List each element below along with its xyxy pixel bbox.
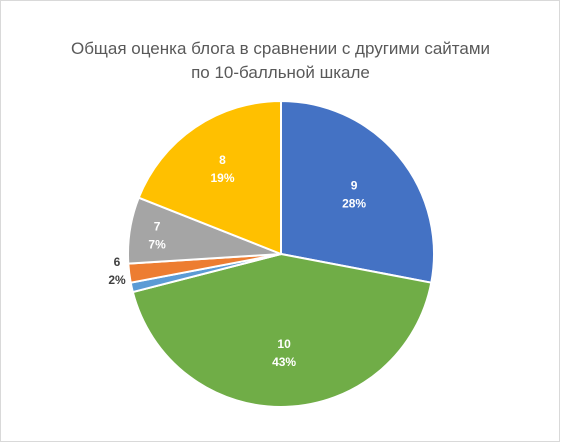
slice-percent-label: 19% (210, 171, 234, 185)
slice-category-label: 7 (154, 219, 161, 233)
pie-slice-8 (137, 100, 282, 255)
chart-title-line-1: Общая оценка блога в сравнении с другими… (70, 39, 491, 58)
slice-percent-label: 28% (342, 197, 366, 211)
pie-slice-10 (131, 253, 433, 408)
slice-percent-label: 7% (148, 237, 166, 251)
slice-category-label: 10 (277, 337, 291, 351)
slice-category-label: 8 (219, 153, 226, 167)
slice-percent-label: 43% (272, 355, 296, 369)
slice-percent-label: 2% (108, 273, 126, 287)
slice-category-label: 6 (114, 255, 121, 269)
pie-slice-9 (280, 100, 435, 284)
chart-title-line-2: по 10-балльной шкале (191, 63, 370, 82)
slice-category-label: 9 (351, 179, 358, 193)
